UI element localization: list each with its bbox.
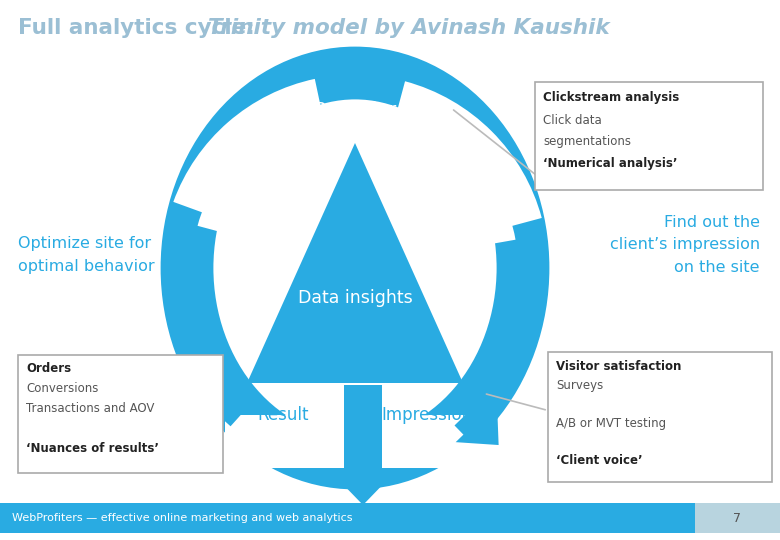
Text: segmentations: segmentations [543, 136, 631, 148]
Text: Clickstream analysis: Clickstream analysis [543, 91, 679, 105]
Bar [548, 352, 772, 482]
Wedge shape [197, 106, 355, 268]
Wedge shape [173, 79, 355, 268]
Text: WebProfiters — effective online marketing and web analytics: WebProfiters — effective online marketin… [12, 513, 353, 523]
Text: Click data: Click data [543, 113, 601, 126]
Text: Find out the
client’s impression
on the site: Find out the client’s impression on the … [610, 215, 760, 275]
Text: Orders: Orders [26, 362, 71, 375]
Polygon shape [247, 143, 463, 383]
Bar [225, 415, 485, 468]
FancyArrow shape [332, 385, 394, 505]
Text: Data insights: Data insights [298, 289, 413, 307]
Text: Full analytics cycle:: Full analytics cycle: [18, 18, 270, 38]
Text: Conversions: Conversions [26, 382, 98, 395]
Text: ‘Nuances of results’: ‘Nuances of results’ [26, 442, 159, 456]
Bar [535, 82, 763, 190]
Text: Optimize site for
optimal behavior: Optimize site for optimal behavior [18, 237, 154, 274]
FancyArrow shape [455, 400, 498, 445]
Text: Result: Result [257, 406, 309, 424]
FancyArrow shape [198, 373, 254, 426]
Bar [695, 503, 780, 533]
Bar [0, 503, 695, 533]
Text: Impression: Impression [381, 406, 473, 424]
Text: Surveys: Surveys [556, 379, 603, 392]
Text: Increased KPIs: Increased KPIs [297, 514, 428, 532]
Text: Visitor satisfaction: Visitor satisfaction [556, 360, 682, 373]
Text: Behavior: Behavior [314, 102, 397, 120]
Bar [18, 355, 223, 473]
Text: ‘Client voice’: ‘Client voice’ [556, 455, 643, 468]
Text: Transactions and AOV: Transactions and AOV [26, 402, 154, 415]
Wedge shape [355, 107, 516, 268]
Text: A/B or MVT testing: A/B or MVT testing [556, 416, 666, 429]
Wedge shape [355, 81, 542, 268]
Text: 7: 7 [733, 511, 741, 524]
Text: ‘Numerical analysis’: ‘Numerical analysis’ [543, 158, 678, 171]
Text: Trinity model by Avinash Kaushik: Trinity model by Avinash Kaushik [208, 18, 610, 38]
